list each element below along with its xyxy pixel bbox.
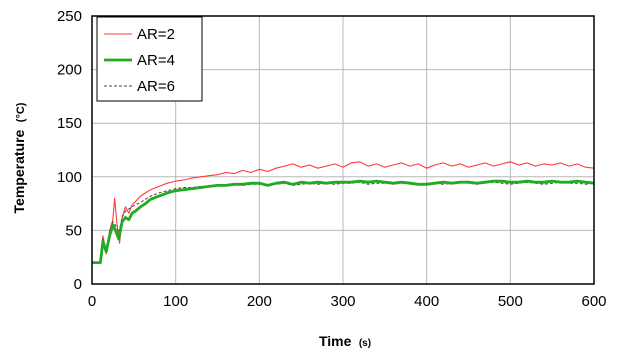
- series-line-ar-4: [92, 179, 595, 264]
- x-tick-label: 0: [88, 293, 96, 310]
- y-axis-unit: (°C): [15, 102, 27, 122]
- legend-label: AR=2: [137, 26, 175, 43]
- x-tick-labels: 0 100 200 300 400 500 600: [88, 293, 607, 310]
- y-tick-label: 100: [57, 169, 82, 186]
- grid: [92, 16, 594, 284]
- x-axis-label: Time: [319, 333, 352, 349]
- legend-label: AR=4: [137, 52, 175, 69]
- y-tick-labels: 0 50 100 150 200 250: [57, 8, 82, 293]
- x-tick-label: 600: [581, 293, 606, 310]
- x-tick-label: 500: [498, 293, 523, 310]
- y-tick-label: 150: [57, 115, 82, 132]
- x-axis-unit: (s): [359, 338, 371, 349]
- x-tick-label: 200: [247, 293, 272, 310]
- x-axis-title: Time (s): [319, 333, 371, 350]
- series-line-ar-2: [92, 161, 595, 264]
- x-tick-label: 400: [414, 293, 439, 310]
- y-tick-label: 250: [57, 8, 82, 25]
- svg-text:Temperature (°C): Temperature (°C): [11, 102, 28, 213]
- y-tick-label: 200: [57, 62, 82, 79]
- y-axis-title: Temperature (°C): [11, 102, 28, 213]
- legend-label: AR=6: [137, 78, 175, 95]
- plot-frame: [91, 15, 595, 285]
- x-tick-label: 300: [330, 293, 355, 310]
- y-tick-label: 50: [65, 222, 82, 239]
- legend: AR=2 AR=4 AR=6: [96, 16, 203, 102]
- y-tick-label: 0: [74, 276, 82, 293]
- series-layer: [92, 161, 595, 264]
- x-tick-label: 100: [163, 293, 188, 310]
- y-axis-label: Temperature: [11, 129, 27, 213]
